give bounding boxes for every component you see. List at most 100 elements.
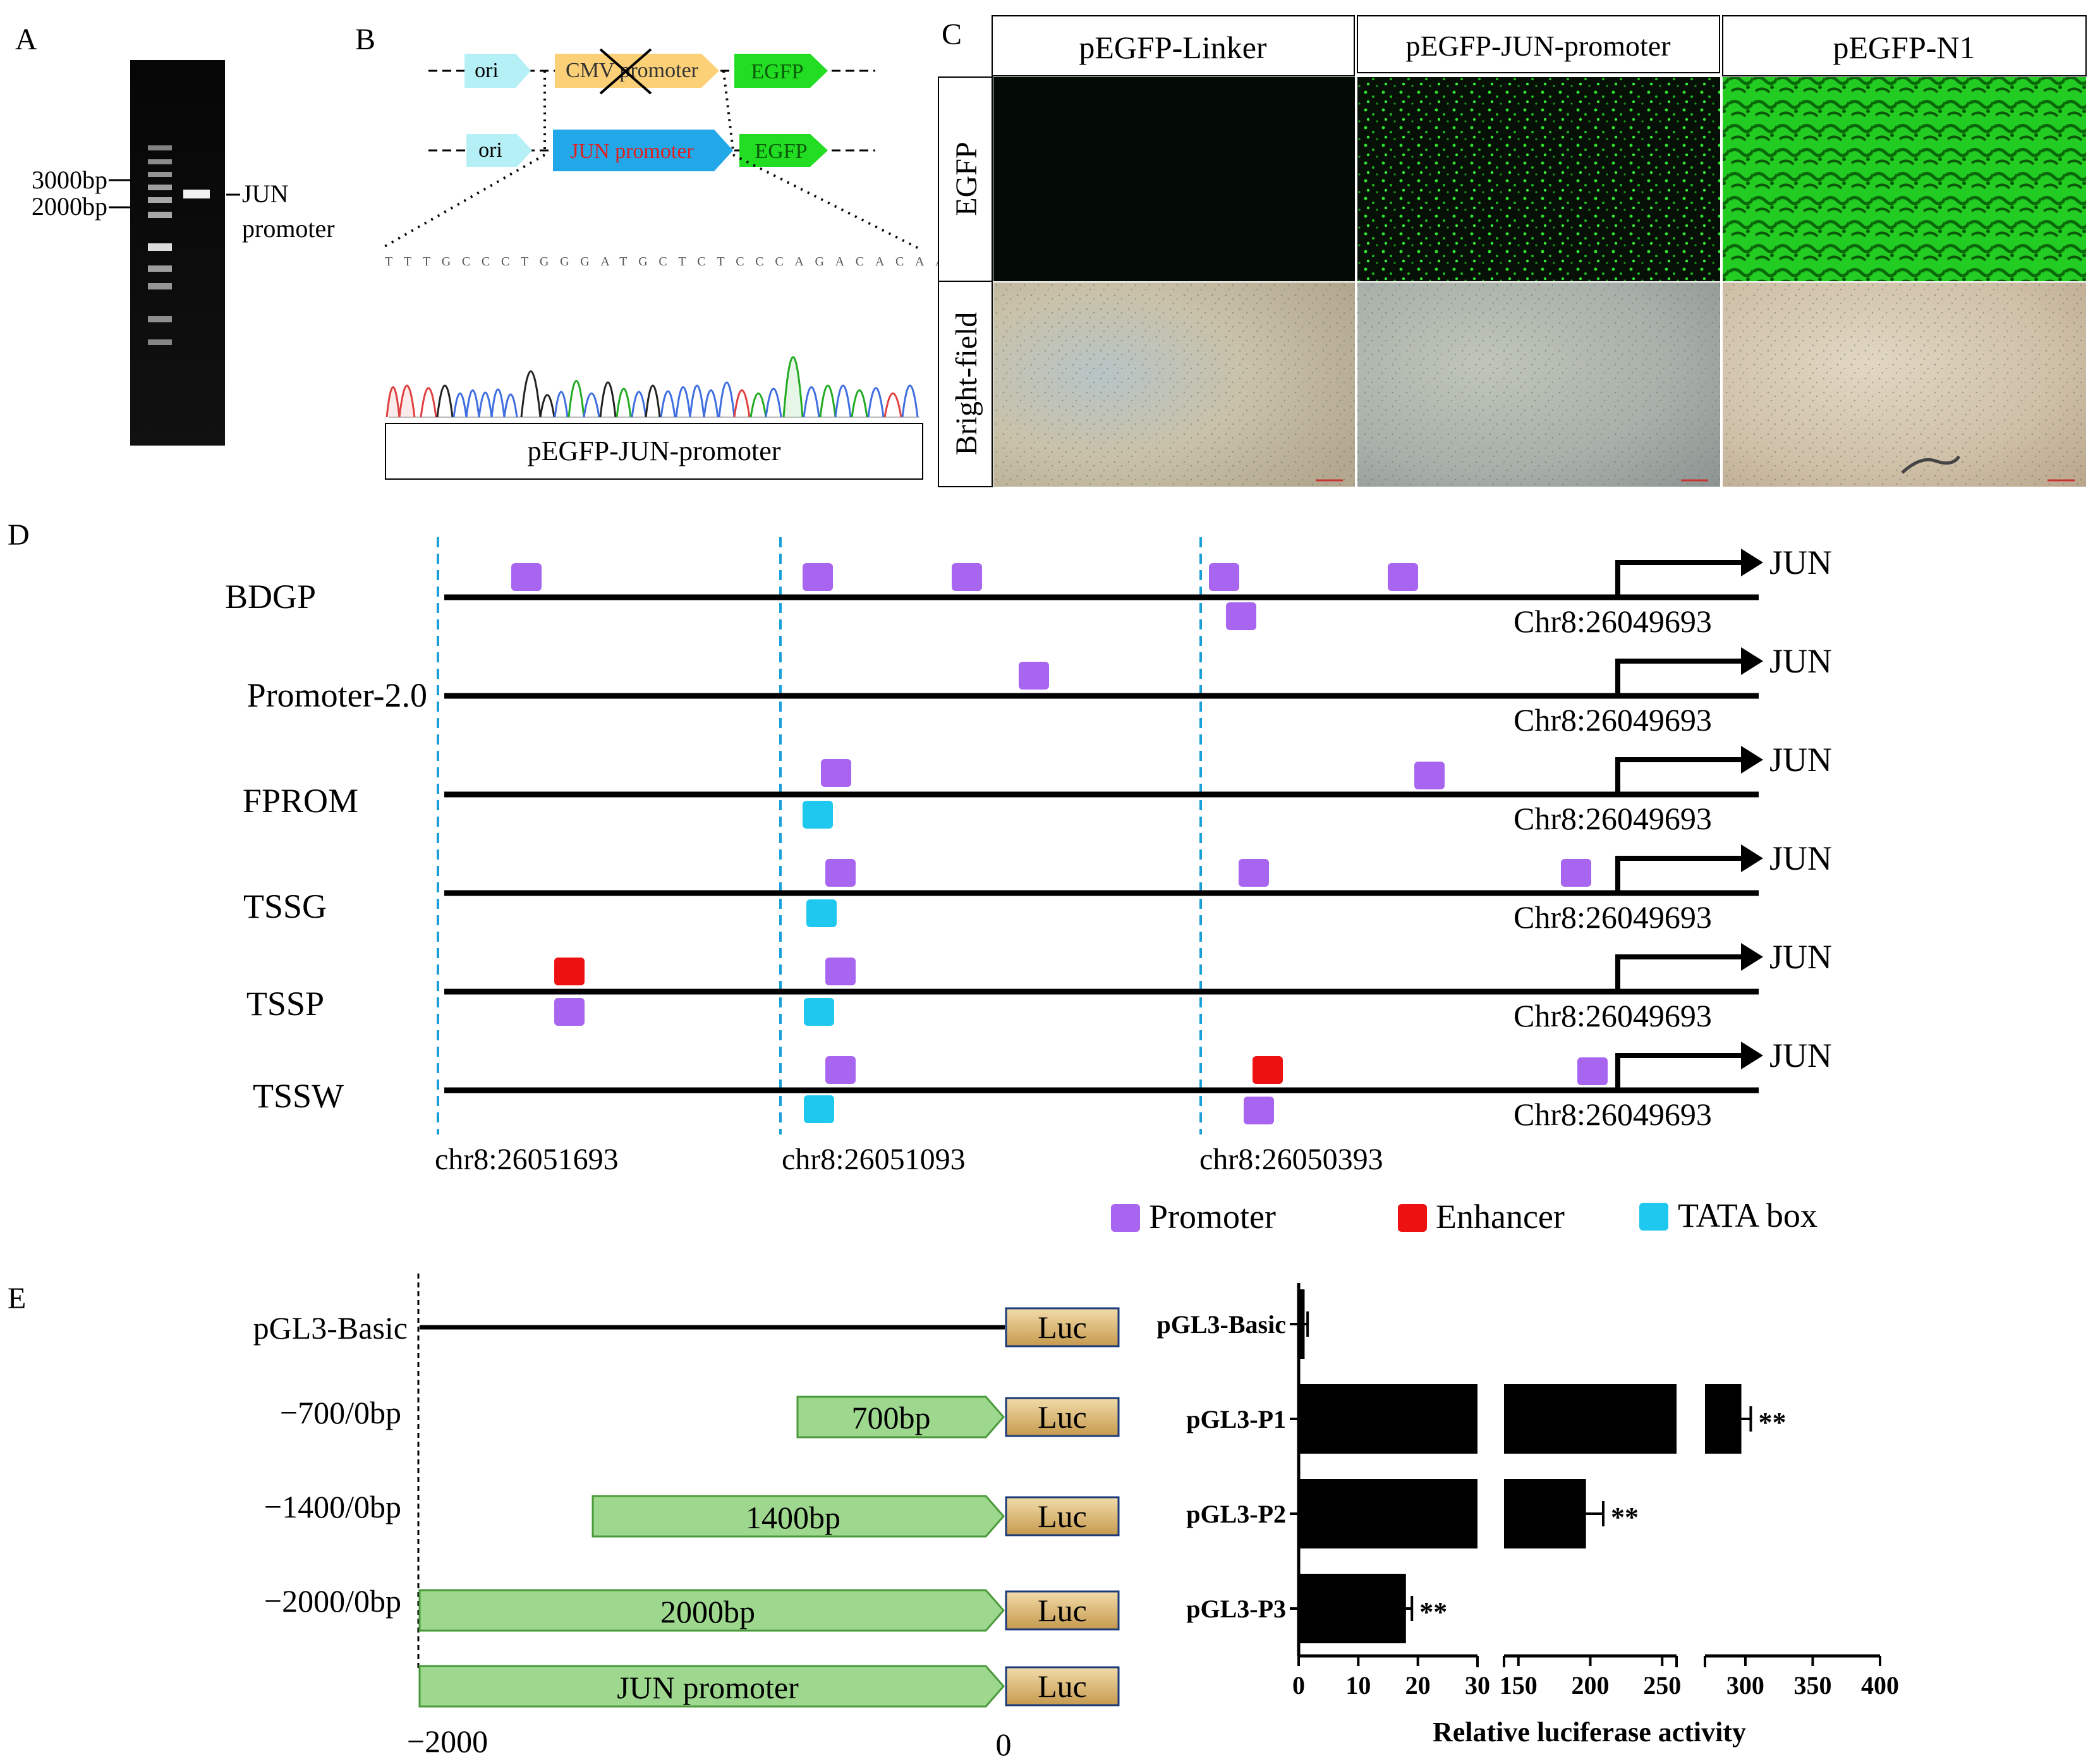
luc-label: Luc: [1038, 1499, 1087, 1534]
col-header-box-1: [992, 15, 1355, 76]
track-bdgp: BDGP JUN Chr8:26049693: [225, 544, 1832, 639]
x-tick-label: 0: [1292, 1671, 1305, 1700]
egfp-arrow-bottom: [739, 134, 828, 167]
gel-image: [130, 60, 225, 446]
promoter-marker: [1577, 1057, 1608, 1085]
bar-segment: [1299, 1574, 1406, 1643]
chromatogram: [385, 356, 919, 418]
track-label: TSSG: [243, 887, 327, 925]
promoter-marker: [825, 859, 856, 887]
x-tick-label: 350: [1793, 1671, 1831, 1700]
col-header-pegfp-jun-promoter: pEGFP-JUN-promoter: [1405, 30, 1670, 62]
insert-label-1400: 1400bp: [746, 1500, 840, 1535]
egfp-image-n1: [1723, 77, 2086, 281]
panel-b-construct: ori CMV promoter EGFP ori JUN promoter E…: [382, 48, 985, 480]
egfp-label-bottom: EGFP: [755, 140, 807, 163]
egfp-arrow-top: [734, 54, 828, 88]
tss-arrow-icon: [1741, 844, 1763, 872]
boundary-label-3: chr8:26050393: [1199, 1143, 1383, 1176]
ori-arrow-top: [464, 54, 531, 88]
luc-box: [1005, 1590, 1120, 1631]
legend-label-tata-box: TATA box: [1678, 1196, 1817, 1234]
x-tick-label: 30: [1465, 1671, 1490, 1700]
tata-box-marker: [804, 998, 834, 1026]
tss-arrow-icon: [1741, 647, 1763, 675]
significance-mark: **: [1611, 1502, 1639, 1533]
legend-swatch-tata-box: [1639, 1203, 1668, 1231]
promoter-marker: [1414, 762, 1445, 789]
insert-label-700: 700bp: [852, 1400, 931, 1435]
tata-box-marker: [804, 1095, 834, 1123]
tss-arrow-icon: [1741, 549, 1763, 576]
promoter-marker: [1561, 859, 1591, 887]
promoter-marker: [825, 958, 856, 985]
x-tick-label: 400: [1861, 1671, 1899, 1700]
promoter-marker: [1244, 1097, 1274, 1124]
track-label: FPROM: [243, 782, 358, 820]
ori-label-top: ori: [475, 59, 499, 82]
insert-jun-promoter: [418, 1665, 1005, 1708]
x-tick-label: 10: [1345, 1671, 1371, 1700]
track-fprom: FPROM JUN Chr8:26049693: [243, 741, 1832, 836]
col-header-box-3: [1722, 15, 2087, 76]
promoter-marker: [1239, 859, 1269, 887]
category-label: pGL3-P1: [1186, 1405, 1286, 1433]
luc-box: [1005, 1496, 1120, 1536]
boundary-label-1: chr8:26051693: [435, 1143, 619, 1176]
promoter-marker: [1209, 563, 1239, 591]
gene-label: JUN: [1769, 1037, 1832, 1074]
enhancer-marker: [1253, 1056, 1283, 1084]
tata-box-marker: [806, 899, 837, 927]
track-promoter-2: Promoter-2.0 JUN Chr8:26049693: [247, 642, 1832, 738]
marker-2000bp: 2000bp: [32, 192, 107, 221]
promoter-marker: [511, 563, 542, 591]
marker-3000bp: 3000bp: [32, 166, 107, 194]
ori-arrow-bottom: [466, 134, 532, 167]
cmv-promoter-arrow: [555, 54, 719, 88]
track-label: Promoter-2.0: [247, 676, 427, 714]
row-header-egfp: EGFP: [950, 142, 983, 216]
band-label-promoter: promoter: [242, 214, 335, 243]
tss-coordinate: Chr8:26049693: [1514, 604, 1712, 639]
insert-label-jun-promoter: JUN promoter: [617, 1670, 799, 1705]
bar-segment: [1299, 1384, 1477, 1454]
luc-label: Luc: [1038, 1399, 1087, 1435]
row-header-box-bf: [938, 281, 993, 487]
significance-mark: **: [1758, 1407, 1786, 1438]
tss-coordinate: Chr8:26049693: [1514, 801, 1712, 836]
panel-d-predictions: chr8:26051693 chr8:26051093 chr8:2605039…: [225, 537, 1832, 1236]
gene-label: JUN: [1769, 741, 1832, 779]
luc-box: [1005, 1307, 1120, 1347]
tss-arrow-icon: [1741, 943, 1763, 971]
row-header-bright-field: Bright-field: [950, 312, 983, 456]
panel-label-a: A: [15, 23, 37, 56]
luc-box: [1005, 1397, 1120, 1437]
sequence-caption: pEGFP-JUN-promoter: [528, 435, 781, 466]
track-label: TSSW: [253, 1077, 344, 1115]
panel-a-gel: 3000bp 2000bp JUN promoter: [32, 60, 335, 446]
panel-label-c: C: [942, 18, 962, 51]
x-tick-label: 150: [1500, 1671, 1538, 1700]
tss-coordinate: Chr8:26049693: [1514, 1097, 1712, 1132]
insert-700bp: [796, 1396, 1005, 1439]
egfp-image-linker: [993, 77, 1355, 281]
luc-label: Luc: [1038, 1310, 1087, 1345]
gene-label: JUN: [1769, 544, 1832, 581]
track-label: TSSP: [246, 985, 324, 1023]
tss-arrow-icon: [1741, 746, 1763, 774]
egfp-label-top: EGFP: [751, 60, 803, 83]
luc-label: Luc: [1038, 1669, 1087, 1704]
egfp-image-jun-promoter: [1357, 77, 1720, 281]
x-tick-label: 300: [1726, 1671, 1764, 1700]
construct-label-2000: −2000/0bp: [264, 1583, 401, 1619]
promoter-marker: [821, 759, 851, 787]
insert-label-2000: 2000bp: [660, 1594, 755, 1629]
legend-label-promoter: Promoter: [1149, 1198, 1276, 1236]
col-header-box-2: [1357, 15, 1720, 73]
jun-promoter-band: [183, 190, 210, 198]
panel-label-d: D: [8, 518, 30, 552]
legend: Promoter Enhancer TATA box: [1111, 1196, 1817, 1236]
tata-box-marker: [803, 801, 833, 829]
